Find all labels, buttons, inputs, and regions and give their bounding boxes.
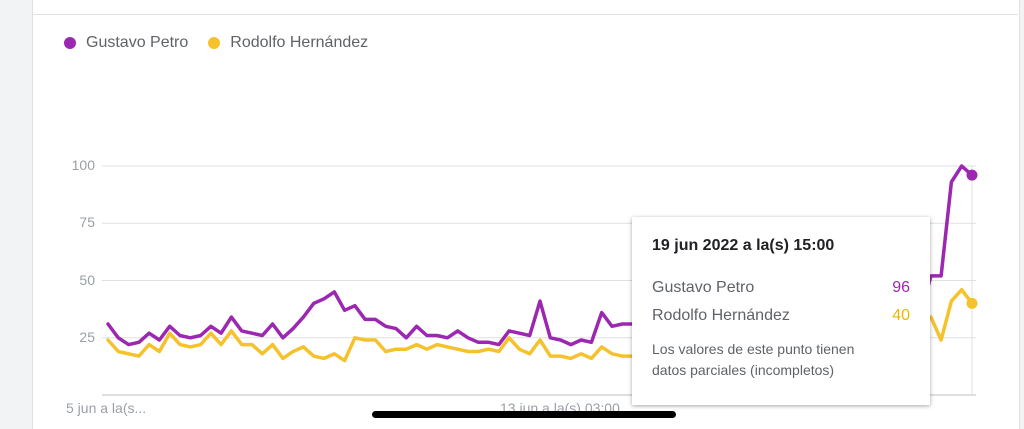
tooltip-series-value: 96 — [892, 279, 910, 296]
tooltip-row-series1: Gustavo Petro 96 — [652, 279, 910, 297]
y-tick-label: 75 — [79, 214, 95, 230]
legend-label-series1: Gustavo Petro — [86, 34, 189, 51]
tooltip-title: 19 jun 2022 a la(s) 15:00 — [652, 237, 835, 254]
y-tick-label: 25 — [79, 329, 95, 345]
series-end-point-1 — [966, 169, 978, 181]
legend-item-series2[interactable]: Rodolfo Hernández — [208, 34, 368, 52]
y-tick-label: 50 — [79, 272, 95, 288]
tooltip-series-name: Rodolfo Hernández — [652, 307, 790, 324]
legend-dot-series1-icon — [64, 37, 76, 49]
data-point-tooltip: 19 jun 2022 a la(s) 15:00 Gustavo Petro … — [632, 217, 930, 405]
tooltip-row-series2: Rodolfo Hernández 40 — [652, 307, 910, 325]
x-tick-label: 5 jun a la(s... — [66, 400, 147, 416]
home-indicator[interactable] — [372, 411, 676, 418]
series-end-point-2 — [966, 297, 978, 309]
y-tick-label: 100 — [71, 157, 95, 173]
chart-legend: Gustavo Petro Rodolfo Hernández — [64, 34, 388, 52]
tooltip-series-name: Gustavo Petro — [652, 279, 755, 296]
legend-dot-series2-icon — [208, 37, 221, 49]
legend-label-series2: Rodolfo Hernández — [230, 34, 369, 51]
legend-item-series1[interactable]: Gustavo Petro — [64, 34, 188, 52]
tooltip-series-value: 40 — [892, 307, 910, 324]
tooltip-note: Los valores de este punto tienen datos p… — [652, 341, 855, 378]
card-divider — [32, 14, 1018, 15]
